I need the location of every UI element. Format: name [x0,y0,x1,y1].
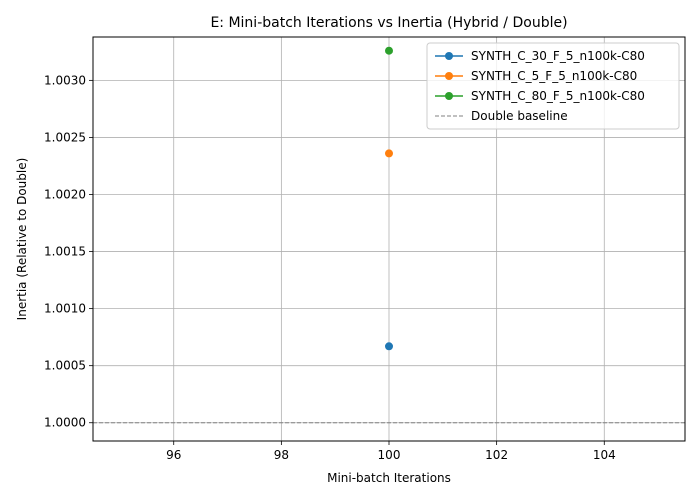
x-tick-label: 104 [593,448,616,462]
y-tick-label: 1.0030 [44,73,86,87]
y-axis-label: Inertia (Relative to Double) [15,158,29,321]
x-axis: 96 98 100 102 104 [166,441,616,462]
data-point [385,46,393,55]
legend-label: Double baseline [471,109,568,123]
y-tick-label: 1.0015 [44,245,86,259]
chart-title: E: Mini-batch Iterations vs Inertia (Hyb… [210,15,567,31]
x-tick-label: 102 [485,448,508,462]
legend-label: SYNTH_C_5_F_5_n100k-C80 [471,69,637,83]
legend-marker [445,52,453,60]
legend: SYNTH_C_30_F_5_n100k-C80 SYNTH_C_5_F_5_n1… [426,42,680,130]
y-tick-label: 1.0005 [44,359,86,373]
y-tick-label: 1.0025 [44,130,86,144]
legend-marker [445,92,453,100]
x-tick-label: 98 [274,448,289,462]
y-axis: 1.0000 1.0005 1.0010 1.0015 1.0020 1.0025 1.00… [44,73,93,430]
y-tick-label: 1.0020 [44,187,86,201]
legend-label: SYNTH_C_80_F_5_n100k-C80 [471,89,645,103]
y-tick-label: 1.0000 [44,416,86,430]
x-axis-label: Mini-batch Iterations [327,471,451,485]
legend-box [426,42,680,130]
series-layer [385,46,393,351]
y-tick-label: 1.0010 [44,302,86,316]
data-point [385,342,393,351]
legend-label: SYNTH_C_30_F_5_n100k-C80 [471,49,645,63]
data-point [385,149,393,158]
x-tick-label: 100 [378,448,401,462]
legend-marker [445,72,453,80]
x-tick-label: 96 [166,448,181,462]
